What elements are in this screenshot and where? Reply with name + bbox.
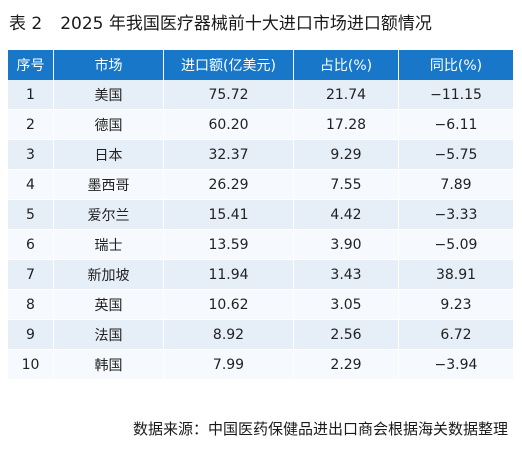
cell-market: 墨西哥 [54, 170, 164, 200]
table-row: 1 美国 75.72 21.74 −11.15 [8, 80, 513, 110]
cell-yoy: −11.15 [399, 80, 513, 110]
cell-import-value: 15.41 [164, 200, 294, 230]
table-row: 6 瑞士 13.59 3.90 −5.09 [8, 230, 513, 260]
table-number-label: 表 2 [9, 14, 43, 34]
cell-share: 3.90 [294, 230, 399, 260]
table-row: 2 德国 60.20 17.28 −6.11 [8, 110, 513, 140]
table-row: 8 英国 10.62 3.05 9.23 [8, 290, 513, 320]
cell-import-value: 7.99 [164, 350, 294, 380]
table-row: 3 日本 32.37 9.29 −5.75 [8, 140, 513, 170]
cell-market: 韩国 [54, 350, 164, 380]
cell-share: 2.56 [294, 320, 399, 350]
cell-rank: 9 [8, 320, 54, 350]
cell-yoy: −6.11 [399, 110, 513, 140]
cell-market: 英国 [54, 290, 164, 320]
cell-yoy: −5.09 [399, 230, 513, 260]
cell-share: 4.42 [294, 200, 399, 230]
cell-rank: 1 [8, 80, 54, 110]
data-source-note: 数据来源：中国医药保健品进出口商会根据海关数据整理 [132, 420, 508, 438]
header-market: 市场 [54, 50, 164, 80]
table-row: 4 墨西哥 26.29 7.55 7.89 [8, 170, 513, 200]
cell-share: 3.05 [294, 290, 399, 320]
table-body: 1 美国 75.72 21.74 −11.15 2 德国 60.20 17.28 −6.11 3 日本… [8, 80, 513, 380]
header-rank: 序号 [8, 50, 54, 80]
cell-import-value: 11.94 [164, 260, 294, 290]
cell-market: 法国 [54, 320, 164, 350]
cell-market: 瑞士 [54, 230, 164, 260]
table-row: 5 爱尔兰 15.41 4.42 −3.33 [8, 200, 513, 230]
table-header-row: 序号 市场 进口额(亿美元) 占比(%) 同比(%) [8, 50, 513, 80]
import-market-table: 序号 市场 进口额(亿美元) 占比(%) 同比(%) 1 美国 75.72 21.74… [8, 50, 513, 380]
cell-market: 爱尔兰 [54, 200, 164, 230]
cell-share: 2.29 [294, 350, 399, 380]
cell-market: 新加坡 [54, 260, 164, 290]
cell-rank: 3 [8, 140, 54, 170]
cell-yoy: 9.23 [399, 290, 513, 320]
cell-share: 9.29 [294, 140, 399, 170]
cell-yoy: −5.75 [399, 140, 513, 170]
cell-import-value: 10.62 [164, 290, 294, 320]
table-title-text: 2025 年我国医疗器械前十大进口市场进口额情况 [60, 14, 432, 34]
cell-market: 德国 [54, 110, 164, 140]
cell-import-value: 26.29 [164, 170, 294, 200]
cell-share: 3.43 [294, 260, 399, 290]
cell-yoy: −3.33 [399, 200, 513, 230]
cell-import-value: 32.37 [164, 140, 294, 170]
cell-yoy: 6.72 [399, 320, 513, 350]
header-share: 占比(%) [294, 50, 399, 80]
cell-import-value: 75.72 [164, 80, 294, 110]
cell-yoy: 7.89 [399, 170, 513, 200]
cell-market: 日本 [54, 140, 164, 170]
table-row: 9 法国 8.92 2.56 6.72 [8, 320, 513, 350]
cell-rank: 5 [8, 200, 54, 230]
cell-market: 美国 [54, 80, 164, 110]
cell-share: 7.55 [294, 170, 399, 200]
cell-yoy: −3.94 [399, 350, 513, 380]
cell-rank: 8 [8, 290, 54, 320]
cell-rank: 4 [8, 170, 54, 200]
header-import-value: 进口额(亿美元) [164, 50, 294, 80]
header-yoy: 同比(%) [399, 50, 513, 80]
cell-import-value: 13.59 [164, 230, 294, 260]
table-row: 7 新加坡 11.94 3.43 38.91 [8, 260, 513, 290]
cell-import-value: 8.92 [164, 320, 294, 350]
cell-share: 21.74 [294, 80, 399, 110]
cell-rank: 2 [8, 110, 54, 140]
table-title: 表 2 2025 年我国医疗器械前十大进口市场进口额情况 [9, 8, 432, 40]
cell-share: 17.28 [294, 110, 399, 140]
cell-rank: 6 [8, 230, 54, 260]
cell-import-value: 60.20 [164, 110, 294, 140]
cell-rank: 10 [8, 350, 54, 380]
cell-rank: 7 [8, 260, 54, 290]
cell-yoy: 38.91 [399, 260, 513, 290]
table-row: 10 韩国 7.99 2.29 −3.94 [8, 350, 513, 380]
